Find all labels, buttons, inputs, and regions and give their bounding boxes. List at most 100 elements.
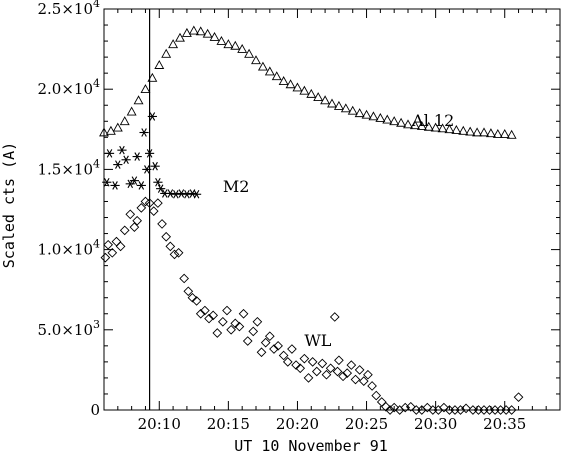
data-point-diamond bbox=[165, 241, 176, 252]
data-point-triangle bbox=[140, 84, 151, 94]
data-point-triangle bbox=[264, 66, 275, 76]
data-point-diamond bbox=[242, 336, 253, 346]
data-point-triangle bbox=[430, 122, 441, 132]
y-tick-label: 2.5×104 bbox=[37, 0, 100, 18]
data-point-diamond bbox=[506, 405, 517, 415]
data-point-diamond bbox=[291, 360, 301, 370]
data-point-diamond bbox=[161, 231, 172, 242]
data-point-triangle bbox=[105, 125, 116, 135]
data-point-diamond bbox=[350, 374, 361, 385]
labels-layer: UT 10 November 91 Scaled cts (A) 20:10 20… bbox=[0, 0, 526, 455]
data-point-triangle bbox=[340, 103, 351, 113]
data-point-triangle bbox=[175, 32, 185, 42]
data-point-triangle bbox=[119, 116, 130, 126]
y-tick-label: 0 bbox=[90, 401, 100, 419]
data-point-star bbox=[156, 184, 166, 193]
data-point-diamond bbox=[157, 219, 167, 229]
star-stroke bbox=[155, 177, 161, 187]
data-point-diamond bbox=[321, 369, 332, 380]
x-tick-label: 20:35 bbox=[483, 415, 526, 433]
data-point-triangle bbox=[209, 31, 220, 41]
x-tick-label: 20:10 bbox=[138, 415, 181, 433]
data-point-diamond bbox=[295, 363, 306, 374]
data-point-triangle bbox=[292, 82, 303, 92]
data-point-diamond bbox=[325, 363, 336, 374]
data-point-diamond bbox=[129, 222, 140, 232]
data-point-star bbox=[121, 155, 131, 165]
data-point-diamond bbox=[282, 357, 293, 367]
data-point-diamond bbox=[342, 368, 353, 378]
data-point-diamond bbox=[144, 198, 155, 208]
data-point-triangle bbox=[112, 122, 123, 132]
series-label: M2 bbox=[223, 177, 250, 196]
axes-layer bbox=[103, 8, 561, 411]
data-point-diamond bbox=[346, 360, 357, 370]
data-point-triangle bbox=[271, 71, 282, 81]
series-label: Al 12 bbox=[411, 111, 454, 130]
data-point-triangle bbox=[485, 128, 496, 138]
data-point-triangle bbox=[451, 124, 462, 134]
data-point-diamond bbox=[338, 371, 348, 382]
data-point-diamond bbox=[208, 310, 219, 321]
series-triangle bbox=[99, 25, 517, 139]
data-point-triangle bbox=[368, 111, 379, 121]
data-point-diamond bbox=[269, 344, 279, 354]
data-point-diamond bbox=[200, 305, 210, 316]
data-point-star bbox=[117, 145, 127, 155]
data-point-diamond bbox=[299, 353, 310, 364]
data-point-diamond bbox=[278, 350, 289, 361]
data-point-diamond bbox=[212, 328, 223, 338]
data-point-star bbox=[125, 179, 135, 189]
data-point-diamond bbox=[111, 236, 122, 247]
star-stroke bbox=[119, 145, 125, 155]
star-stroke bbox=[138, 181, 145, 190]
data-point-triangle bbox=[251, 55, 261, 65]
data-point-triangle bbox=[333, 100, 344, 110]
data-point-diamond bbox=[405, 401, 416, 412]
data-point-diamond bbox=[367, 381, 377, 391]
data-point-star bbox=[129, 176, 139, 185]
data-point-triangle bbox=[472, 127, 483, 137]
data-point-star bbox=[139, 128, 149, 137]
y-tick-label: 2.0×104 bbox=[37, 77, 100, 98]
data-point-triangle bbox=[327, 98, 337, 108]
star-stroke bbox=[162, 189, 168, 198]
data-point-diamond bbox=[148, 206, 159, 216]
data-point-star bbox=[110, 181, 120, 190]
star-stroke bbox=[152, 161, 158, 171]
data-point-triangle bbox=[285, 79, 296, 89]
data-point-triangle bbox=[389, 116, 400, 126]
star-stroke bbox=[123, 155, 129, 165]
series-star bbox=[102, 112, 202, 199]
data-point-star bbox=[171, 190, 181, 199]
star-stroke bbox=[106, 149, 113, 158]
star-stroke bbox=[146, 149, 153, 158]
data-point-triangle bbox=[216, 35, 227, 45]
star-stroke bbox=[193, 190, 200, 199]
data-point-diamond bbox=[363, 369, 373, 380]
data-point-triangle bbox=[188, 25, 199, 35]
data-point-triangle bbox=[375, 112, 386, 122]
data-point-triangle bbox=[347, 105, 358, 115]
data-point-star bbox=[136, 181, 146, 190]
data-point-triangle bbox=[320, 95, 331, 105]
data-point-star bbox=[132, 152, 142, 161]
data-point-diamond bbox=[125, 209, 136, 220]
data-point-diamond bbox=[100, 252, 111, 263]
data-point-triangle bbox=[99, 127, 109, 137]
y-axis-label: Scaled cts (A) bbox=[0, 142, 18, 268]
y-tick-label: 1.5×104 bbox=[37, 157, 100, 178]
data-point-triangle bbox=[244, 48, 255, 58]
data-point-star bbox=[102, 177, 112, 187]
data-point-diamond bbox=[334, 355, 344, 366]
data-point-diamond bbox=[169, 249, 180, 260]
data-point-triangle bbox=[278, 76, 289, 85]
data-point-diamond bbox=[132, 215, 143, 226]
data-point-triangle bbox=[133, 95, 144, 105]
x-tick-label: 20:25 bbox=[345, 415, 388, 433]
data-point-triangle bbox=[444, 124, 455, 134]
data-point-diamond bbox=[461, 403, 471, 414]
data-point-triangle bbox=[161, 48, 172, 58]
data-point-triangle bbox=[154, 60, 165, 69]
x-tick-label: 20:15 bbox=[207, 415, 250, 433]
